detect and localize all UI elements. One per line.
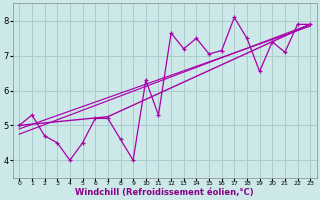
X-axis label: Windchill (Refroidissement éolien,°C): Windchill (Refroidissement éolien,°C)	[76, 188, 254, 197]
